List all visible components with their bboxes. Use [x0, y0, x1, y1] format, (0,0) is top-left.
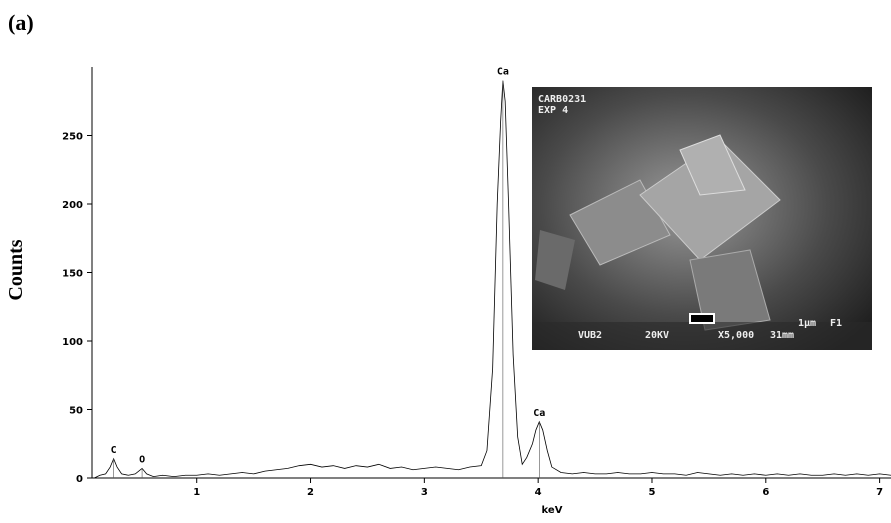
- x-tick-label: 7: [876, 487, 883, 498]
- inset-text: F1: [830, 318, 842, 329]
- x-tick-label: 3: [421, 487, 428, 498]
- crystal: [535, 230, 575, 290]
- inset-text: CARB0231: [538, 94, 586, 105]
- peak-label: Ca: [497, 67, 509, 78]
- inset-text: 20KV: [645, 330, 669, 341]
- x-tick-label: 2: [307, 487, 314, 498]
- scale-bar: [689, 313, 715, 324]
- y-tick-label: 200: [62, 200, 83, 211]
- inset-text: VUB2: [578, 330, 602, 341]
- crystal: [679, 134, 746, 196]
- peak-label: O: [139, 454, 145, 465]
- x-tick-label: 1: [193, 487, 200, 498]
- y-tick-label: 0: [76, 474, 83, 485]
- x-tick-label: 5: [648, 487, 655, 498]
- panel-label: (a): [8, 10, 34, 35]
- x-tick-label: 4: [535, 487, 542, 498]
- crystal: [689, 249, 771, 331]
- inset-text: X5,000: [718, 330, 754, 341]
- sem-inset: CARB0231 EXP 4 VUB2 20KV X5,000 31mm 1µm…: [532, 87, 872, 350]
- y-tick-label: 50: [69, 406, 83, 417]
- x-axis-label: keV: [542, 505, 563, 516]
- peak-label: C: [111, 445, 117, 456]
- spectrum-line: [94, 80, 891, 479]
- peak-label: Ca: [533, 408, 545, 419]
- y-tick-label: 150: [62, 269, 83, 280]
- x-tick-label: 6: [762, 487, 769, 498]
- inset-band: [532, 322, 872, 350]
- inset-text: 31mm: [770, 330, 794, 341]
- y-axis-label: Counts: [5, 239, 27, 300]
- inset-text: 1µm: [798, 318, 816, 329]
- crystal: [569, 179, 671, 266]
- y-tick-label: 100: [62, 337, 83, 348]
- inset-text: EXP 4: [538, 105, 568, 116]
- y-tick-label: 250: [62, 132, 83, 143]
